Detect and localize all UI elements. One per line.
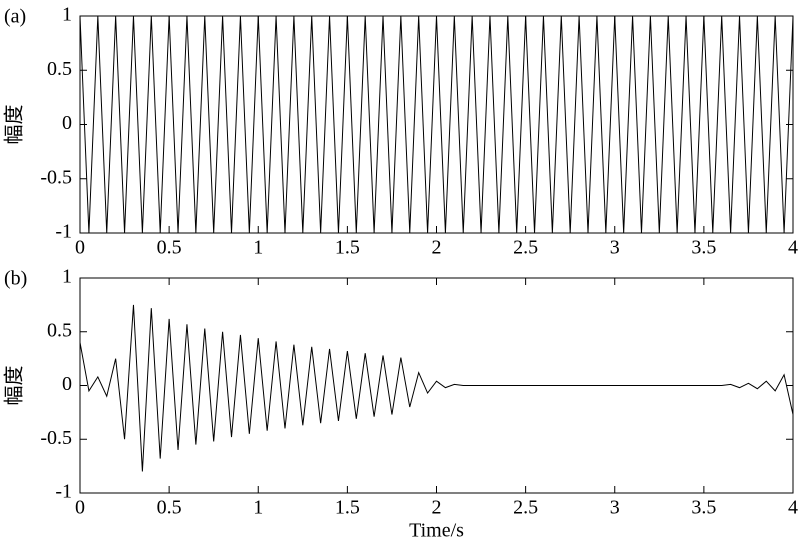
plot-frame <box>79 15 794 234</box>
y-tick-label: 1 <box>62 4 72 26</box>
x-tick-label: 0 <box>75 497 85 519</box>
y-axis-label: 幅度 <box>3 366 26 406</box>
x-tick-label: 1 <box>253 237 263 259</box>
x-tick-label: 3 <box>610 497 620 519</box>
y-tick-label: -0.5 <box>40 166 72 188</box>
x-tick-label: 3.5 <box>691 237 716 259</box>
x-tick-label: 0.5 <box>157 237 182 259</box>
y-tick-label: 0.5 <box>47 58 72 80</box>
x-tick-label: 3 <box>610 237 620 259</box>
y-tick-label: -1 <box>55 221 72 243</box>
y-tick-label: 0 <box>62 373 72 395</box>
y-tick-label: 0.5 <box>47 319 72 341</box>
x-tick-label: 2.5 <box>513 237 538 259</box>
y-tick-label: -1 <box>55 481 72 503</box>
panel-label: (a) <box>4 6 26 28</box>
x-tick-label: 0.5 <box>157 497 182 519</box>
x-tick-label: 2 <box>432 497 442 519</box>
signal-line <box>79 15 794 234</box>
y-tick-label: -0.5 <box>40 427 72 449</box>
x-tick-label: 4 <box>788 237 798 259</box>
y-tick-label: 1 <box>62 266 72 288</box>
signal-line <box>79 304 794 472</box>
y-tick-label: 0 <box>62 112 72 134</box>
x-tick-label: 0 <box>75 237 85 259</box>
x-tick-label: 4 <box>788 497 798 519</box>
panel-label: (b) <box>4 268 27 290</box>
x-axis-label: Time/s <box>409 520 464 542</box>
x-tick-label: 1.5 <box>335 237 360 259</box>
x-tick-label: 1 <box>253 497 263 519</box>
x-tick-label: 2.5 <box>513 497 538 519</box>
x-tick-label: 2 <box>432 237 442 259</box>
y-axis-label: 幅度 <box>3 105 26 145</box>
x-tick-label: 1.5 <box>335 497 360 519</box>
x-tick-label: 3.5 <box>691 497 716 519</box>
